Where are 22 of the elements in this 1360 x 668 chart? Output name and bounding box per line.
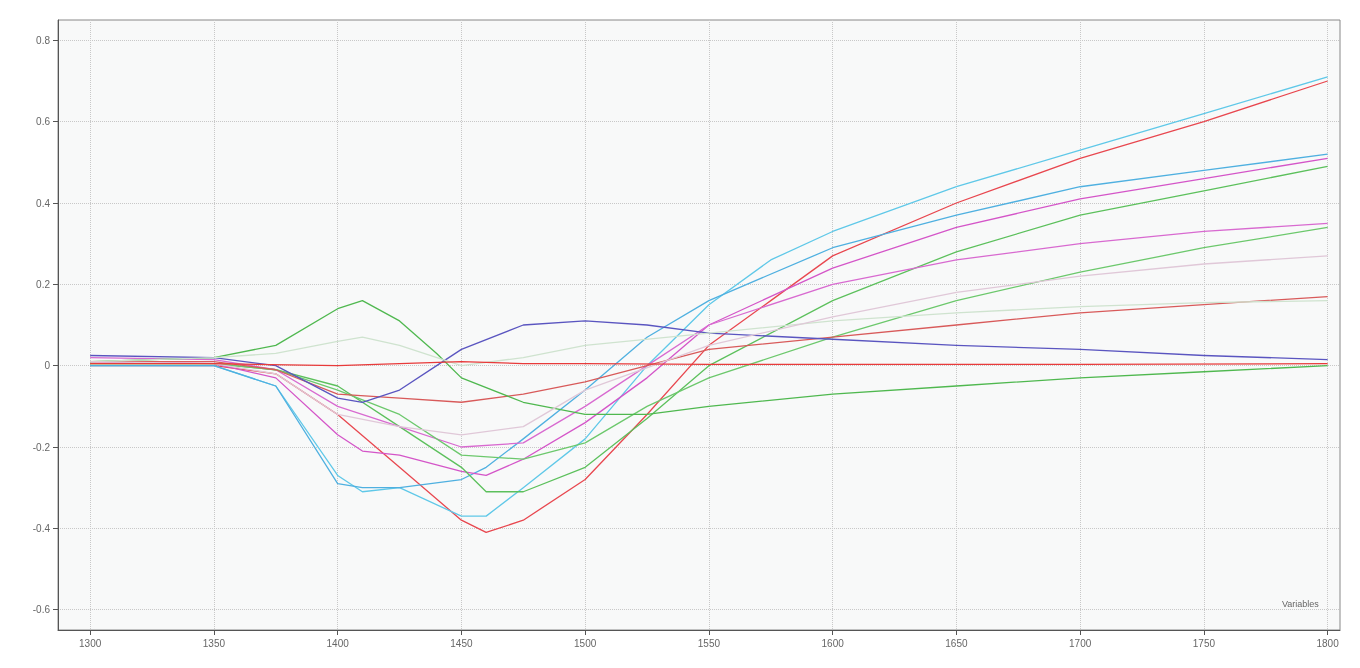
- x-tick-label: 1800: [1316, 637, 1340, 649]
- y-tick-label: -0.4: [32, 522, 51, 534]
- line-series: [89, 255, 1329, 436]
- x-tick-label: 1450: [450, 637, 473, 649]
- x-tick-label: 1600: [821, 637, 845, 649]
- y-tick-label: 0.6: [36, 116, 51, 128]
- x-tick-label: 1650: [945, 637, 968, 649]
- x-tick-label: 1300: [79, 637, 102, 649]
- line-series: [89, 320, 1329, 403]
- x-tick-label: 1550: [697, 637, 721, 649]
- y-tick-label: 0: [44, 360, 51, 372]
- x-tick-label: 1700: [1069, 637, 1092, 649]
- x-axis-title: Variables: [1282, 598, 1320, 609]
- y-tick-label: 0.2: [36, 278, 51, 290]
- y-tick-label: -0.6: [32, 604, 51, 616]
- x-tick-label: 1350: [202, 637, 226, 649]
- x-tick-label: 1500: [574, 637, 597, 649]
- y-tick-label: 0.4: [36, 197, 51, 209]
- x-tick-label: 1400: [326, 637, 350, 649]
- y-tick-label: 0.8: [36, 34, 51, 46]
- y-tick-label: -0.2: [32, 441, 51, 453]
- x-tick-label: 1750: [1192, 637, 1216, 649]
